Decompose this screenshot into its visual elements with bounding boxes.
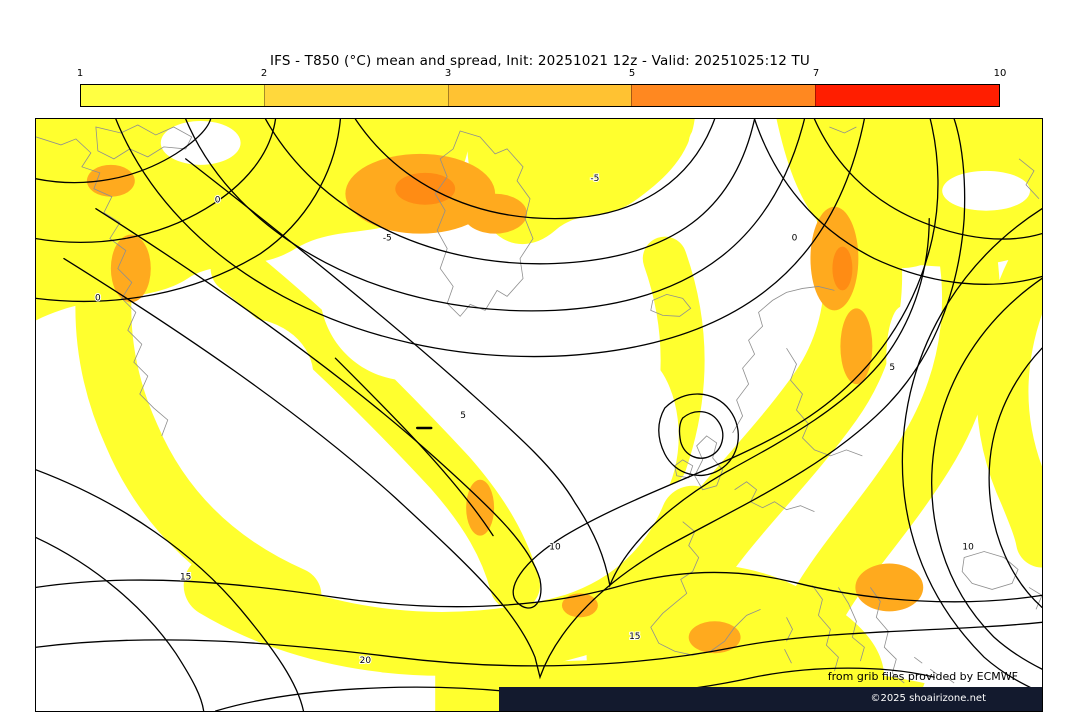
colorbar-tick-label: 3 — [444, 68, 452, 79]
copyright-text: ©2025 shoairizone.net — [870, 693, 986, 704]
contour-label: 0 — [792, 234, 798, 244]
colorbar-tick-label: 1 — [76, 68, 84, 79]
contour-label: 20 — [360, 656, 372, 666]
map-canvas: -5 -5 0 0 0 5 5 10 10 15 15 20 — [36, 119, 1042, 711]
colorbar-segment — [631, 85, 816, 106]
contour-label: 5 — [460, 411, 466, 421]
contour-label: 0 — [215, 196, 221, 206]
colorbar-tick-label: 7 — [812, 68, 820, 79]
contour-label: 10 — [962, 543, 974, 553]
colorbar-tick-label: 5 — [628, 68, 636, 79]
contour-label: -5 — [383, 234, 392, 244]
contour-layer — [36, 119, 1042, 711]
contour-label-layer: -5 -5 0 0 0 5 5 10 10 15 15 20 — [94, 173, 975, 667]
colorbar-segment — [263, 85, 448, 106]
contour-label: 15 — [629, 632, 640, 642]
forecast-map: -5 -5 0 0 0 5 5 10 10 15 15 20 from grib files prov… — [35, 118, 1043, 712]
contour-label: 0 — [95, 293, 101, 303]
contour-label: 15 — [180, 572, 191, 582]
contour-label: 5 — [889, 363, 895, 373]
colorbar-segment — [81, 85, 264, 106]
colorbar-segment — [447, 85, 632, 106]
ecmwf-credit-text: from grib files provided by ECMWF — [827, 670, 1018, 683]
colorbar-ticks: 1 2 3 5 7 10 — [76, 68, 1007, 82]
spread-orange-layer — [86, 153, 924, 654]
colorbar — [80, 84, 1000, 107]
contour-label: -5 — [590, 174, 599, 184]
copyright-band: ©2025 shoairizone.net — [498, 687, 1042, 711]
chart-title: IFS - T850 (°C) mean and spread, Init: 2… — [269, 53, 811, 69]
colorbar-tick-label: 2 — [260, 68, 268, 79]
colorbar-tick-label: 10 — [993, 68, 1007, 79]
colorbar-segment — [815, 85, 999, 106]
contour-label: 10 — [549, 543, 561, 553]
